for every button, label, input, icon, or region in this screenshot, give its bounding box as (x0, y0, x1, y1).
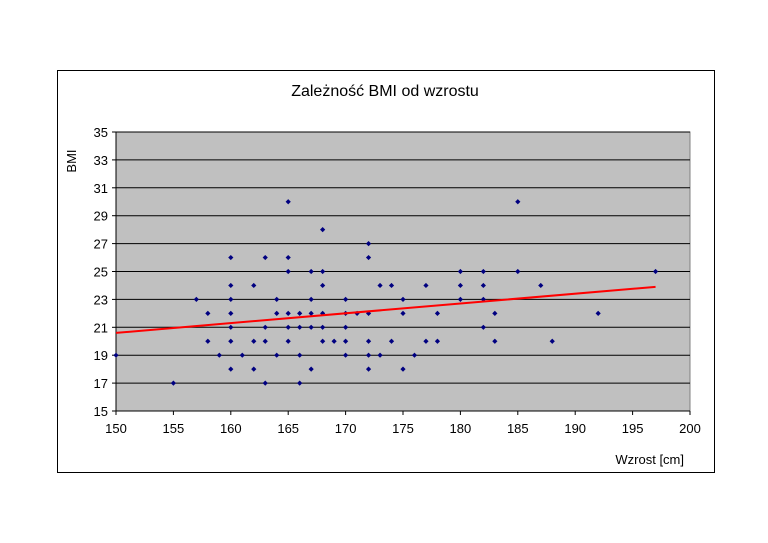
x-tick-label: 160 (220, 421, 242, 436)
data-point (262, 380, 268, 386)
data-point (515, 199, 521, 205)
chart-title: Zależność BMI od wzrostu (291, 83, 479, 100)
data-point (434, 338, 441, 344)
trendline (115, 285, 656, 334)
data-point (228, 366, 234, 372)
data-point (365, 366, 372, 372)
x-tick-label: 150 (105, 421, 127, 436)
x-axis-label: Wzrost [cm] (615, 452, 684, 467)
y-tick-label: 19 (94, 348, 108, 363)
data-point (170, 380, 176, 386)
data-point (228, 282, 234, 289)
data-point (388, 338, 395, 344)
data-point (297, 352, 303, 358)
data-point (251, 338, 257, 344)
data-point (320, 338, 326, 344)
data-point (549, 338, 555, 344)
y-tick-label: 21 (94, 320, 108, 335)
data-point (216, 352, 222, 358)
x-tick-label: 155 (163, 421, 185, 436)
data-point (251, 366, 257, 372)
y-tick-label: 25 (94, 265, 108, 280)
y-tick-label: 27 (94, 237, 108, 252)
y-tick-label: 35 (94, 125, 108, 140)
x-tick-label: 170 (335, 421, 357, 436)
data-point (480, 282, 486, 289)
chart-frame: Zależność BMI od wzrostu 15 17 19 21 23 25 27 2… (57, 70, 715, 473)
data-point (297, 324, 303, 330)
scatter-chart: Zależność BMI od wzrostu 15 17 19 21 23 25 27 2… (64, 83, 701, 467)
data-point (285, 268, 291, 275)
x-tick-label: 185 (507, 421, 529, 436)
y-tick-label: 15 (94, 404, 108, 419)
x-tick-label: 200 (679, 421, 701, 436)
y-tick-label: 29 (94, 209, 108, 224)
data-point (365, 241, 372, 247)
data-point (251, 282, 257, 289)
data-point (228, 338, 234, 344)
data-point (320, 282, 326, 289)
data-point (365, 352, 372, 358)
data-point (492, 310, 498, 316)
data-point (343, 296, 349, 302)
data-point (411, 352, 418, 358)
data-point (492, 338, 498, 344)
data-point (538, 282, 544, 289)
x-tick-label: 175 (392, 421, 414, 436)
data-point (297, 380, 303, 386)
data-point (400, 366, 406, 372)
data-point (331, 338, 337, 344)
data-point (262, 324, 268, 330)
data-point (320, 227, 326, 233)
data-point (285, 324, 291, 330)
data-point (377, 282, 383, 289)
data-point (480, 268, 486, 275)
data-point (320, 324, 326, 330)
data-point (262, 338, 268, 344)
data-point (652, 268, 659, 275)
y-tick-label: 17 (94, 376, 108, 391)
data-point (205, 338, 211, 344)
y-tick-label: 23 (94, 292, 108, 307)
y-tick-label: 31 (94, 181, 108, 196)
data-point (457, 268, 463, 275)
x-tick-label: 180 (450, 421, 472, 436)
data-point (377, 352, 383, 358)
data-point (308, 366, 314, 372)
y-tick-labels: 15 17 19 21 23 25 27 29 31 33 35 (94, 125, 116, 419)
data-point (365, 254, 372, 261)
data-point (388, 282, 395, 289)
data-point (239, 352, 245, 358)
data-point (343, 352, 349, 358)
data-point (320, 268, 326, 275)
data-point (285, 338, 291, 344)
data-point (228, 324, 234, 330)
data-point (285, 199, 291, 205)
y-tick-label: 33 (94, 153, 108, 168)
data-point (457, 282, 463, 289)
x-tick-label: 195 (622, 421, 644, 436)
data-point (423, 338, 429, 344)
data-point (343, 338, 349, 344)
x-tick-label: 190 (564, 421, 586, 436)
data-point (457, 296, 463, 302)
gridlines (116, 131, 690, 384)
x-tick-labels: 150 155 160 165 170 175 180 185 190 195 200 (105, 411, 701, 436)
data-point (480, 324, 486, 330)
y-axis-label: BMI (64, 149, 79, 172)
data-point (343, 324, 349, 330)
x-tick-label: 165 (277, 421, 299, 436)
data-point (423, 282, 429, 289)
data-point (365, 338, 372, 344)
data-point (308, 268, 314, 275)
data-point (515, 268, 521, 275)
